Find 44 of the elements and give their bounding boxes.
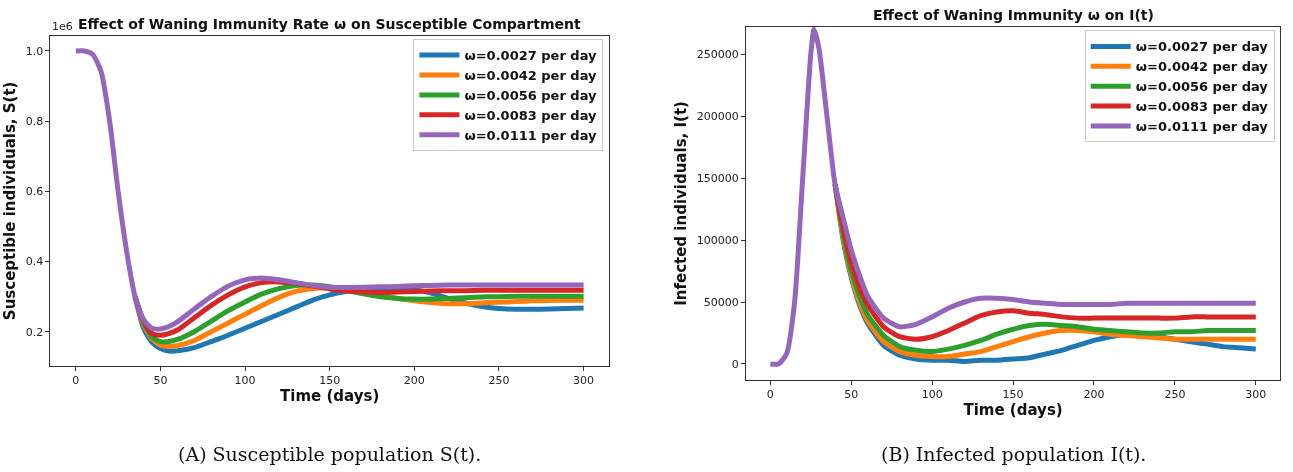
y-tick-label: 100000	[696, 233, 739, 247]
legend-label: ω=0.0056 per day	[1135, 79, 1269, 95]
y-tick-label: 0	[731, 357, 739, 371]
x-tick-label: 50	[153, 374, 168, 387]
y-tick-label: 0.8	[25, 115, 44, 129]
text: (A) Susceptible population S(t).	[178, 443, 482, 465]
x-tick-label: 300	[573, 374, 595, 387]
legend-label: ω=0.0027 per day	[1135, 39, 1269, 55]
chart-title: Effect of Waning Immunity Rate ω on Susceptible Compartment	[78, 16, 581, 32]
legend-label: ω=0.0111 per day	[464, 127, 598, 143]
x-tick-label: 300	[1245, 388, 1267, 402]
text: (B) Infected population I(t).	[881, 443, 1147, 465]
legend-label: ω=0.0111 per day	[1135, 119, 1269, 135]
legend-label: ω=0.0056 per day	[464, 87, 598, 103]
chart-title: Effect of Waning Immunity ω on I(t)	[873, 7, 1154, 23]
x-tick-label: 200	[1083, 388, 1105, 402]
text: 1e6	[52, 20, 73, 33]
legend-label: ω=0.0083 per day	[1135, 99, 1269, 115]
legend-label: ω=0.0042 per day	[464, 68, 598, 84]
x-tick-label: 0	[72, 374, 80, 387]
y-tick-label: 150000	[696, 171, 739, 185]
y-tick-label: 0.6	[25, 185, 44, 199]
y-tick-label: 0.4	[25, 255, 44, 269]
y-tick-label: 200000	[696, 109, 739, 123]
x-tick-label: 150	[1002, 388, 1024, 402]
x-tick-label: 250	[488, 374, 510, 387]
x-tick-label: 150	[319, 374, 341, 387]
x-axis-title: Time (days)	[963, 401, 1063, 420]
y-axis-title: Infected individuals, I(t)	[672, 101, 691, 306]
legend-label: ω=0.0042 per day	[1135, 59, 1269, 75]
y-axis-title: Susceptible individuals, S(t)	[0, 81, 19, 321]
x-tick-label: 100	[234, 374, 256, 387]
x-tick-label: 100	[921, 388, 943, 402]
legend-label: ω=0.0083 per day	[464, 107, 598, 123]
x-tick-label: 50	[844, 388, 859, 402]
y-tick-label: 0.2	[25, 325, 44, 339]
x-tick-label: 250	[1164, 388, 1186, 402]
y-tick-label: 50000	[703, 295, 739, 309]
x-axis-title: Time (days)	[280, 387, 380, 405]
y-tick-label: 250000	[696, 48, 739, 62]
x-tick-label: 200	[403, 374, 425, 387]
y-tick-label: 1.0	[25, 44, 44, 58]
legend-label: ω=0.0027 per day	[464, 48, 598, 64]
x-tick-label: 0	[766, 388, 774, 402]
